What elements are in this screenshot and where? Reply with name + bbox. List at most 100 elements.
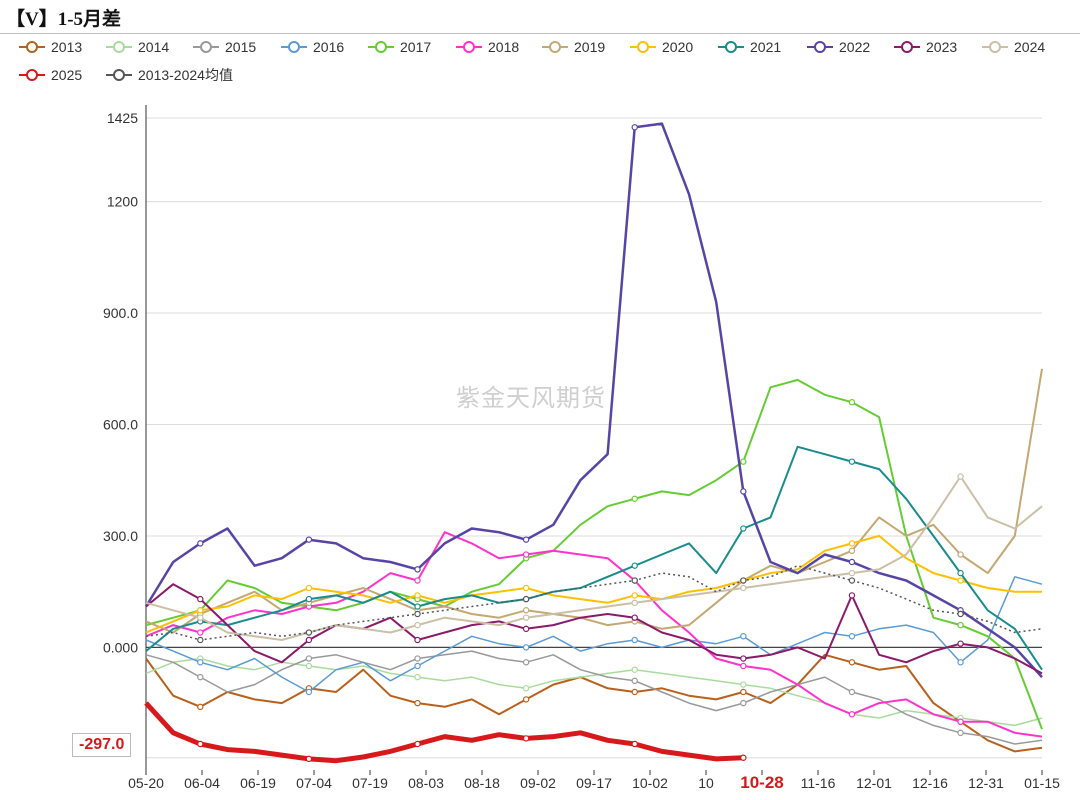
legend-item-2013[interactable]: 2013 [18, 36, 82, 58]
legend-item-2016[interactable]: 2016 [280, 36, 344, 58]
data-point-2017 [848, 399, 856, 406]
legend-swatch-icon [542, 41, 568, 53]
x-tick-label: 08-18 [464, 775, 500, 791]
data-point-2025 [631, 740, 638, 748]
data-point-2025 [197, 740, 204, 748]
legend-swatch-icon [106, 41, 132, 53]
legend-swatch-icon [368, 41, 394, 53]
y-tick-label: 1200 [107, 194, 138, 210]
data-point-2015 [197, 673, 204, 681]
series-line-2024 [145, 475, 1043, 641]
legend-item-2018[interactable]: 2018 [455, 36, 519, 58]
legend-item-2024[interactable]: 2024 [981, 36, 1045, 58]
legend-item-2021[interactable]: 2021 [717, 36, 781, 58]
data-point-2014 [305, 662, 313, 670]
legend-label: 2021 [750, 39, 782, 55]
data-point-2020 [631, 592, 638, 599]
data-point-2018 [522, 551, 530, 558]
data-point-2017 [957, 621, 964, 629]
y-tick-label: 1425 [107, 110, 138, 126]
data-point-2020 [305, 584, 313, 592]
x-tick-label: 10 [698, 775, 714, 791]
data-point-2024 [631, 599, 638, 607]
legend-item-2013-2024均值[interactable]: 2013-2024均值 [105, 64, 233, 86]
data-point-2022 [197, 540, 204, 547]
data-point-2015 [848, 688, 856, 696]
data-point-2013 [848, 659, 856, 666]
data-point-2023 [197, 595, 204, 603]
legend-label: 2020 [662, 39, 694, 55]
data-point-2018 [197, 629, 204, 636]
x-tick-label: 12-31 [968, 775, 1004, 791]
legend-item-2019[interactable]: 2019 [541, 36, 605, 58]
legend-swatch-icon [19, 69, 45, 81]
data-point-2020 [522, 584, 530, 592]
legend-item-2015[interactable]: 2015 [192, 36, 256, 58]
legend-label: 2022 [839, 39, 871, 55]
data-point-2016 [631, 636, 638, 644]
data-point-2015 [522, 659, 530, 666]
data-point-2013-2024均值 [631, 577, 638, 584]
data-point-2013-2024均值 [197, 636, 204, 644]
y-tick-label: 600.0 [103, 416, 138, 432]
data-point-2013-2024均值 [848, 577, 856, 584]
data-point-2019 [848, 547, 856, 555]
data-point-2016 [848, 633, 856, 640]
legend-label: 2013 [51, 39, 83, 55]
series-line-2013-2024均值 [145, 564, 1043, 641]
legend-label: 2023 [926, 39, 958, 55]
legend-item-2023[interactable]: 2023 [893, 36, 957, 58]
legend-swatch-icon [807, 41, 833, 53]
data-point-2013-2024均值 [522, 595, 530, 603]
data-point-2020 [848, 540, 856, 547]
legend-item-2014[interactable]: 2014 [105, 36, 169, 58]
legend-label: 2025 [51, 67, 83, 83]
x-tick-label: 12-16 [912, 775, 948, 791]
data-point-2023 [631, 614, 638, 621]
x-tick-label: 10-02 [632, 775, 668, 791]
y-tick-label: 0.000 [103, 639, 138, 655]
x-tick-label: 06-19 [240, 775, 276, 791]
legend-item-2017[interactable]: 2017 [367, 36, 431, 58]
x-tick-label: 08-03 [408, 775, 444, 791]
legend-swatch-icon [19, 41, 45, 53]
data-point-2021 [305, 595, 313, 603]
data-point-2025 [522, 735, 530, 742]
legend-item-2022[interactable]: 2022 [806, 36, 870, 58]
chart-title: 【V】1-5月差 [6, 9, 122, 30]
legend-item-2020[interactable]: 2020 [629, 36, 693, 58]
data-point-2014 [414, 673, 421, 681]
data-point-2024 [197, 614, 204, 621]
x-tick-label: 09-02 [520, 775, 556, 791]
data-point-2016 [740, 633, 747, 640]
legend-label: 2024 [1014, 39, 1046, 55]
data-point-2013-2024均值 [740, 577, 747, 584]
data-point-2022 [305, 536, 313, 543]
data-point-2022 [522, 536, 530, 543]
data-point-2022 [414, 566, 421, 573]
data-point-2013 [414, 699, 421, 707]
data-point-2023 [957, 640, 964, 647]
series-line-2018 [145, 531, 1043, 738]
series-line-2013 [145, 653, 1043, 753]
x-tick-label: 07-19 [352, 775, 388, 791]
data-point-2022 [740, 488, 747, 495]
legend-label: 2018 [488, 39, 520, 55]
series-line-2016 [145, 576, 1043, 693]
data-point-2014 [740, 681, 747, 688]
legend-swatch-icon [193, 41, 219, 53]
legend-item-2025[interactable]: 2025 [18, 64, 82, 86]
data-point-2023 [414, 636, 421, 644]
data-point-2020 [197, 607, 204, 614]
data-point-2013 [197, 703, 204, 711]
legend-label: 2013-2024均值 [138, 67, 233, 83]
x-tick-label: 09-17 [576, 775, 612, 791]
data-point-2024 [848, 569, 856, 577]
data-point-2015 [957, 729, 964, 737]
legend-label: 2016 [313, 39, 345, 55]
data-point-2015 [740, 699, 747, 707]
data-point-2022 [848, 558, 856, 566]
legend-swatch-icon [281, 41, 307, 53]
data-point-2024 [522, 614, 530, 621]
